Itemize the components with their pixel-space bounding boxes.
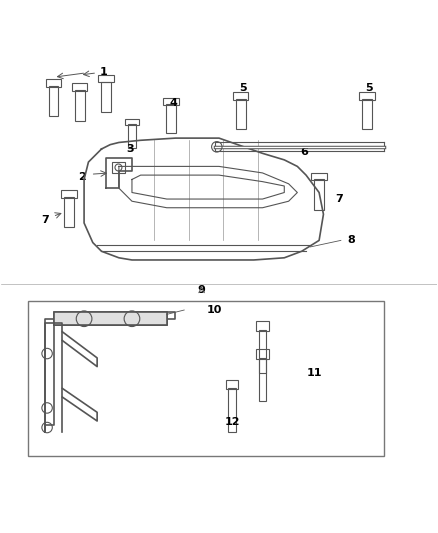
Bar xyxy=(49,86,58,116)
Bar xyxy=(46,79,61,87)
Bar xyxy=(98,75,113,82)
Bar xyxy=(64,197,74,228)
Bar xyxy=(127,124,136,148)
Bar xyxy=(359,92,374,100)
Bar xyxy=(236,99,246,130)
Bar xyxy=(72,83,88,91)
Bar xyxy=(311,173,327,180)
Polygon shape xyxy=(53,312,167,325)
Text: 5: 5 xyxy=(365,83,373,93)
Bar xyxy=(113,162,124,173)
Text: 4: 4 xyxy=(170,98,177,108)
Bar xyxy=(233,92,248,100)
Text: 8: 8 xyxy=(348,236,356,245)
Bar xyxy=(61,190,77,198)
Bar xyxy=(75,90,85,120)
Text: 7: 7 xyxy=(335,194,343,204)
Bar xyxy=(166,104,176,133)
Bar xyxy=(101,82,111,112)
Text: 6: 6 xyxy=(300,148,308,157)
Text: 9: 9 xyxy=(198,286,205,295)
Text: 12: 12 xyxy=(224,417,240,427)
Text: 10: 10 xyxy=(207,305,223,315)
Text: 3: 3 xyxy=(126,144,134,154)
Text: 1: 1 xyxy=(100,67,108,77)
Text: 5: 5 xyxy=(239,83,247,93)
Bar xyxy=(28,301,385,456)
Text: 11: 11 xyxy=(307,368,322,378)
Bar xyxy=(163,98,179,105)
Bar xyxy=(125,118,139,125)
Bar xyxy=(314,180,324,210)
Text: 2: 2 xyxy=(78,172,86,182)
Bar xyxy=(362,99,372,130)
Text: 7: 7 xyxy=(41,215,49,225)
